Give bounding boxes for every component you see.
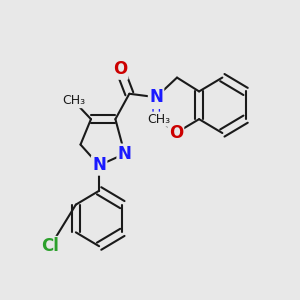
Text: O: O <box>113 61 127 79</box>
Text: CH₃: CH₃ <box>62 94 85 107</box>
Text: N: N <box>92 156 106 174</box>
Text: O: O <box>169 124 183 142</box>
Text: H: H <box>151 107 161 122</box>
Text: N: N <box>118 145 132 163</box>
Text: CH₃: CH₃ <box>147 113 170 126</box>
Text: N: N <box>149 88 163 106</box>
Text: Cl: Cl <box>41 237 59 255</box>
